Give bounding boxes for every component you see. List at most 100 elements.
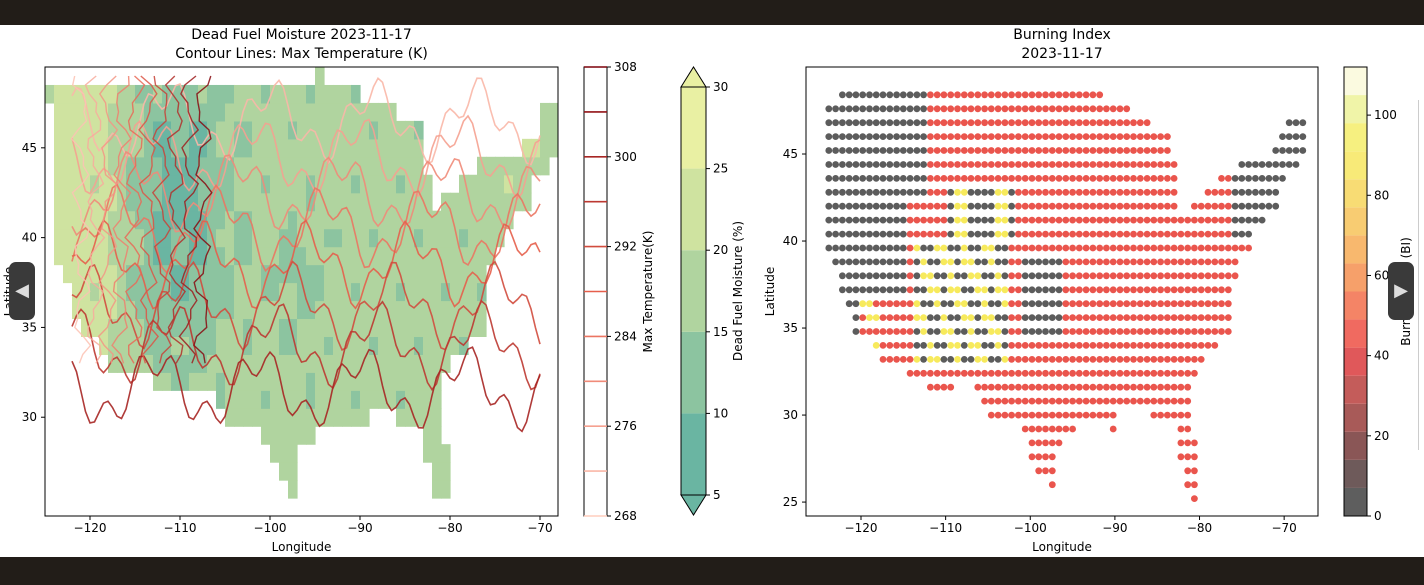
bi-point	[1021, 244, 1029, 252]
bi-point	[1028, 314, 1036, 321]
bi-point	[1096, 258, 1104, 266]
temperature-tick-label: 284	[614, 329, 637, 343]
bi-point	[1123, 342, 1131, 349]
bi-point	[879, 161, 887, 168]
bi-point	[1150, 300, 1158, 308]
bi-point	[1130, 230, 1137, 238]
bi-point	[1184, 300, 1192, 308]
bi-point	[1285, 161, 1293, 168]
moisture-tick-label: 25	[713, 162, 728, 176]
bi-point	[1177, 314, 1185, 321]
bi-point	[1055, 188, 1063, 196]
bi-point	[940, 133, 948, 140]
bi-point	[845, 188, 853, 196]
bi-point	[1204, 342, 1212, 349]
bi-point	[859, 175, 867, 182]
bi-point	[960, 216, 968, 224]
bi-point	[1224, 300, 1232, 308]
bi-point	[1055, 216, 1063, 224]
bi-point	[1130, 258, 1137, 266]
bi-point	[872, 258, 880, 266]
bi-point	[1103, 300, 1110, 308]
bi-point	[1028, 133, 1036, 140]
bi-colorbar-band	[1344, 235, 1367, 264]
next-image-button[interactable]: ▶	[1388, 262, 1414, 320]
bi-point	[913, 147, 921, 154]
bi-point	[1082, 133, 1090, 140]
bi-point	[1116, 397, 1124, 405]
bi-point	[1218, 300, 1225, 308]
bi-point	[879, 105, 887, 113]
bi-point	[1116, 286, 1124, 294]
bi-point	[1008, 342, 1015, 349]
bi-point	[879, 300, 887, 308]
bi-point	[1191, 216, 1198, 224]
x-tick-label: −90	[1102, 521, 1127, 535]
bi-point	[1042, 202, 1049, 210]
bi-point	[1136, 244, 1144, 252]
bi-point	[1123, 286, 1131, 294]
bi-point	[852, 119, 860, 127]
prev-image-button[interactable]: ◀	[9, 262, 35, 320]
bi-point	[927, 286, 934, 294]
bi-point	[1109, 244, 1117, 252]
bi-point	[866, 244, 873, 252]
bi-point	[1028, 439, 1036, 447]
bi-point	[1116, 300, 1124, 308]
bi-point	[852, 161, 860, 168]
bi-point	[1062, 244, 1070, 252]
bi-point	[1204, 314, 1212, 321]
bi-point	[1157, 216, 1164, 224]
bi-point	[1035, 147, 1043, 154]
bi-point	[1048, 356, 1056, 363]
bi-point	[832, 216, 839, 224]
bi-point	[994, 300, 1002, 308]
moisture-tick-label: 10	[713, 406, 728, 420]
bi-point	[1204, 216, 1212, 224]
bi-point	[987, 244, 995, 252]
x-tick-label: −80	[1187, 521, 1212, 535]
bi-point	[1096, 328, 1104, 335]
bi-point	[1164, 286, 1171, 294]
bi-point	[1157, 383, 1164, 391]
bi-point	[974, 119, 982, 127]
bi-point	[987, 356, 995, 363]
bi-point	[1109, 328, 1117, 335]
bi-point	[1157, 188, 1164, 196]
bi-point	[1021, 175, 1029, 182]
bi-point	[1042, 286, 1049, 294]
bi-point	[913, 258, 921, 266]
bi-point	[832, 258, 839, 266]
bi-point	[1150, 133, 1158, 140]
bi-point	[1075, 356, 1083, 363]
bi-point	[1116, 161, 1124, 168]
bi-point	[1075, 147, 1083, 154]
bi-point	[1062, 342, 1070, 349]
bi-point	[974, 328, 982, 335]
bi-point	[927, 258, 934, 266]
bi-point	[1211, 314, 1219, 321]
moisture-tick-label: 30	[713, 80, 728, 94]
bi-point	[1211, 258, 1219, 266]
bi-point	[994, 202, 1002, 210]
bi-point	[1123, 230, 1131, 238]
bi-point	[825, 119, 833, 127]
bi-point	[1055, 411, 1063, 419]
bi-point	[1191, 314, 1198, 321]
bi-point	[994, 119, 1002, 127]
temperature-colorbar: 268 276 284 292 300 308 Max Temperature(K)	[583, 60, 655, 523]
bi-point	[1008, 314, 1015, 321]
bi-point	[879, 356, 887, 363]
bi-point	[832, 133, 839, 140]
bi-point	[1055, 202, 1063, 210]
bi-point	[1089, 133, 1097, 140]
bi-point	[879, 286, 887, 294]
bi-point	[1048, 342, 1056, 349]
bi-point	[893, 300, 900, 308]
bi-point	[933, 369, 941, 377]
bi-tick-label: 0	[1374, 509, 1382, 523]
bi-point	[1021, 342, 1029, 349]
bi-point	[866, 188, 873, 196]
x-tick-label: −70	[527, 521, 552, 535]
bi-point	[1279, 161, 1286, 168]
